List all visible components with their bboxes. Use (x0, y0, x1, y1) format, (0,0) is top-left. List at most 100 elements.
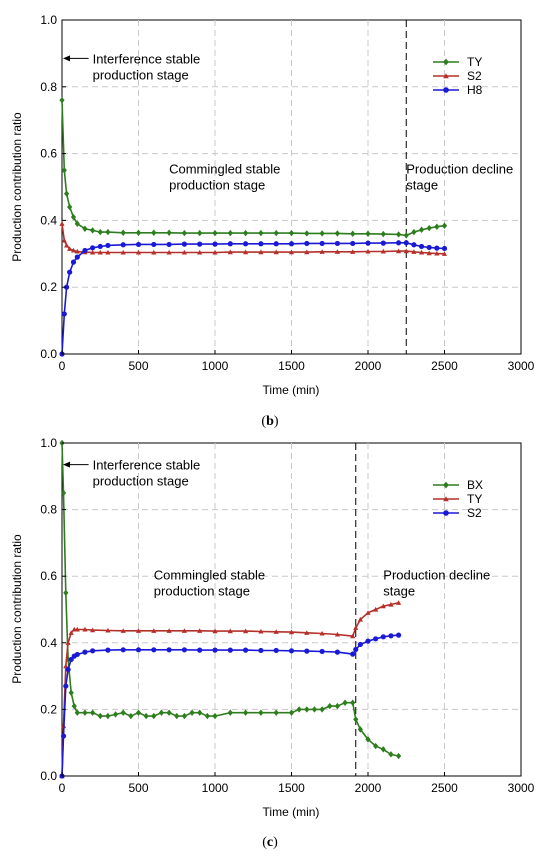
data-point-s2 (411, 249, 417, 254)
legend-marker (443, 73, 449, 79)
data-point-h8 (258, 241, 264, 247)
data-point-s2 (304, 249, 310, 255)
data-point-ty (151, 229, 157, 236)
y-tick-label: 0.0 (40, 769, 57, 783)
data-point-bx (357, 726, 363, 733)
data-point-h8 (166, 241, 172, 248)
data-point-ty (353, 625, 359, 630)
arrow-head-icon (63, 55, 70, 62)
legend-marker (443, 87, 449, 93)
data-point-s2 (243, 249, 249, 255)
data-point-bx (60, 489, 67, 497)
data-point-ty (273, 229, 279, 237)
x-tick-label: 2500 (431, 781, 458, 795)
stage-annotation: production stage (169, 178, 265, 193)
data-point-h8 (82, 247, 88, 254)
stage-annotation: Commingled stable (154, 568, 265, 583)
data-point-bx (212, 712, 218, 720)
data-point-ty (426, 224, 432, 232)
x-tick-label: 1500 (278, 359, 305, 373)
x-axis-label: Time (min) (263, 805, 320, 819)
data-point-s2 (319, 249, 325, 254)
data-point-s2 (304, 648, 310, 654)
data-point-bx (396, 752, 402, 760)
data-point-bx (105, 712, 111, 720)
y-tick-label: 0.4 (40, 213, 57, 227)
data-point-ty (243, 229, 249, 237)
data-point-s2 (105, 249, 111, 255)
data-point-ty (365, 610, 371, 615)
legend-label: S2 (467, 69, 482, 83)
legend-marker (443, 496, 449, 502)
legend-label: TY (467, 492, 482, 506)
data-point-h8 (273, 241, 279, 247)
data-point-bx (181, 712, 187, 720)
data-point-s2 (365, 638, 371, 644)
data-point-bx (128, 712, 134, 720)
data-point-bx (151, 712, 157, 720)
data-point-bx (273, 709, 279, 716)
data-point-ty (258, 628, 264, 634)
data-point-bx (65, 656, 71, 663)
data-point-bx (258, 709, 264, 716)
data-point-h8 (396, 240, 402, 246)
data-point-h8 (67, 269, 73, 275)
y-tick-label: 0.6 (40, 569, 57, 583)
data-point-s2 (418, 249, 425, 255)
data-point-ty (434, 223, 440, 230)
data-point-h8 (418, 243, 425, 250)
chart-panel-b: 0 500 1000 1500 2000 2500 3000 0.0 0.2 0.4 0.6 0.8 1… (10, 13, 535, 429)
data-point-h8 (90, 245, 96, 251)
data-point-s2 (68, 656, 74, 663)
data-point-s2 (151, 249, 157, 255)
data-point-ty (181, 628, 187, 633)
data-point-ty (135, 628, 142, 633)
y-tick-label: 0.6 (40, 147, 57, 161)
legend-marker (443, 481, 449, 489)
data-point-ty (411, 228, 417, 236)
stage-annotation: stage (406, 178, 438, 193)
data-point-h8 (105, 242, 111, 249)
data-point-h8 (319, 240, 325, 247)
data-point-h8 (63, 284, 70, 290)
data-point-s2 (67, 246, 73, 251)
chart-panel-c: 0 500 1000 1500 2000 2500 3000 0.0 0.2 0.4 0.6 0.8 1… (10, 436, 535, 850)
data-point-ty (65, 640, 71, 645)
data-point-s2 (227, 249, 233, 255)
data-point-bx (63, 589, 69, 597)
data-point-ty (227, 229, 233, 237)
data-point-ty (197, 229, 203, 237)
data-point-ty (166, 229, 172, 236)
data-point-h8 (120, 242, 126, 248)
data-point-bx (74, 709, 80, 716)
data-point-ty (74, 626, 80, 632)
data-point-s2 (151, 647, 157, 653)
x-tick-label: 3000 (508, 781, 535, 795)
panel-caption: (b) (261, 414, 278, 429)
data-point-ty (273, 629, 279, 634)
data-point-ty (288, 629, 295, 635)
data-point-bx (135, 709, 142, 716)
data-point-ty (319, 630, 325, 636)
data-point-ty (304, 630, 310, 635)
data-point-ty (396, 231, 402, 238)
data-point-s2 (120, 647, 126, 653)
data-point-ty (243, 628, 249, 634)
data-point-s2 (105, 647, 111, 653)
x-tick-label: 500 (128, 781, 148, 795)
data-point-ty (97, 228, 103, 236)
data-point-s2 (63, 242, 70, 248)
data-point-bx (319, 706, 325, 713)
x-tick-label: 500 (128, 359, 148, 373)
data-point-ty (380, 230, 386, 238)
data-point-h8 (403, 240, 409, 246)
stage-annotation: Production decline (406, 162, 513, 177)
data-point-ty (396, 600, 402, 605)
data-point-ty (181, 229, 187, 237)
data-point-ty (365, 230, 371, 237)
y-tick-label: 0.2 (40, 702, 57, 716)
data-point-s2 (166, 647, 172, 653)
